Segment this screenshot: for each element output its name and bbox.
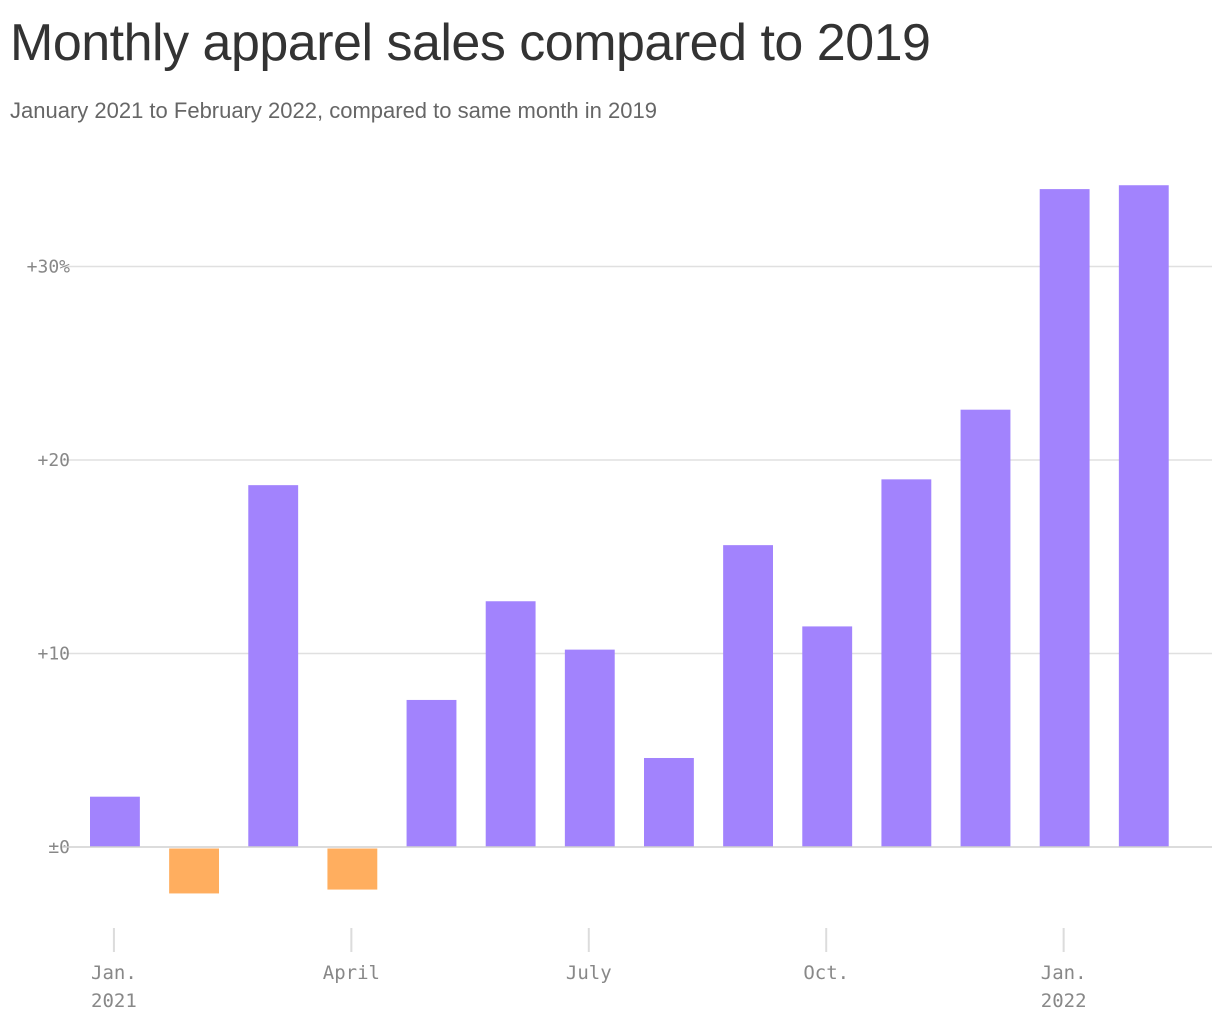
x-tick-label: April	[323, 962, 380, 984]
bars	[90, 185, 1169, 894]
bar	[802, 626, 853, 847]
bar	[960, 409, 1011, 847]
chart-subtitle: January 2021 to February 2022, compared …	[10, 98, 657, 123]
bar	[723, 545, 773, 847]
bar	[327, 848, 378, 890]
y-tick-label: +10	[37, 644, 70, 665]
chart-title: Monthly apparel sales compared to 2019	[10, 14, 931, 72]
y-axis-labels: ±0 +10 +20 +30%	[27, 257, 71, 859]
y-tick-label: +30%	[27, 257, 71, 278]
x-tick-label: Jan.	[1041, 962, 1087, 984]
bar	[485, 601, 536, 847]
bar	[881, 479, 932, 847]
bar	[564, 649, 615, 847]
gridlines	[62, 265, 1212, 655]
bar	[644, 757, 694, 847]
bar	[406, 699, 457, 847]
x-tick-label: Jan.	[91, 962, 137, 984]
y-tick-label: ±0	[48, 837, 70, 858]
y-tick-label: +20	[37, 450, 70, 471]
x-tick-label: July	[566, 962, 612, 984]
bar	[248, 485, 299, 847]
bar	[1039, 189, 1090, 848]
bar	[169, 848, 219, 894]
x-axis: Jan. 2021 April July Oct. Jan. 2022	[91, 928, 1087, 1012]
bar	[1118, 185, 1169, 848]
x-tick-label: 2022	[1041, 990, 1087, 1012]
x-tick-label: Oct.	[803, 962, 849, 984]
x-tick-label: 2021	[91, 990, 137, 1012]
bar	[90, 796, 140, 847]
